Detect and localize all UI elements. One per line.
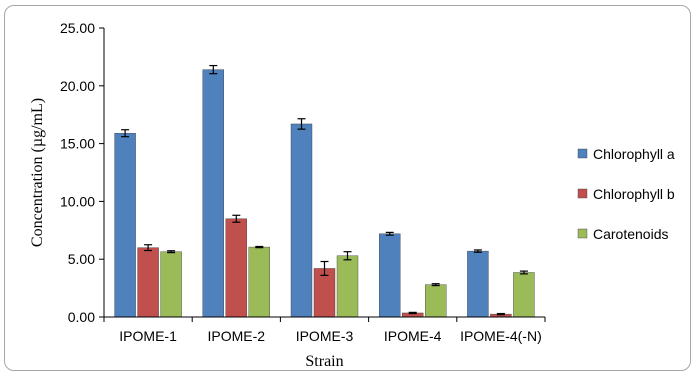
error-bar [519, 270, 528, 275]
error-bar [320, 260, 329, 276]
error-bar [343, 251, 352, 261]
y-tick-label: 20.00 [60, 78, 95, 94]
legend-swatch [577, 228, 588, 239]
bars [114, 64, 535, 318]
legend-label: Chlorophyll a [593, 146, 675, 162]
error-bar [121, 129, 130, 138]
x-axis-title: Strain [305, 353, 343, 370]
error-bar [232, 214, 241, 223]
error-bar [255, 245, 264, 249]
bar-carotenoids [336, 255, 359, 318]
y-tick-label: 5.00 [68, 251, 95, 267]
y-tick-label: 15.00 [60, 136, 95, 152]
x-axis-ticks: IPOME-1 IPOME-2 IPOME-3 IPOME-4 IPOME-4(-N) [103, 317, 546, 344]
legend: Chlorophyll a Chlorophyll b Carotenoids [577, 146, 675, 242]
x-tick-label: IPOME-2 [208, 328, 266, 344]
error-bar [473, 249, 482, 253]
bar-carotenoids [425, 284, 447, 318]
y-tick-label: 10.00 [60, 193, 95, 209]
bar-chlorophyll-b [225, 218, 248, 318]
y-tick-label: 0.00 [68, 309, 95, 325]
error-bar [297, 118, 306, 130]
legend-label: Chlorophyll b [593, 186, 675, 202]
y-axis-title: Concentration (µg/mL) [29, 98, 46, 247]
bar-carotenoids [248, 246, 271, 318]
x-tick-label: IPOME-1 [119, 328, 177, 344]
x-tick-label: IPOME-4(-N) [460, 328, 542, 344]
x-tick-label: IPOME-4 [384, 328, 442, 344]
legend-swatch [577, 148, 588, 159]
x-tick-label: IPOME-3 [296, 328, 354, 344]
error-bar [408, 311, 417, 315]
error-bar [496, 312, 505, 316]
bar-carotenoids [513, 272, 535, 318]
y-axis-ticks: 0.00 5.00 10.00 15.00 20.00 25.00 [60, 20, 104, 325]
error-bar [144, 244, 153, 252]
bar-chlorophyll-b [137, 247, 159, 318]
error-bar [167, 250, 176, 254]
bar-chlorophyll-a [202, 69, 225, 318]
bar-chlorophyll-a [290, 123, 313, 318]
error-bar [385, 231, 394, 236]
error-bar [209, 64, 218, 75]
bar-chlorophyll-a [467, 250, 489, 318]
y-tick-label: 25.00 [60, 20, 95, 36]
bar-chlorophyll-a [114, 132, 136, 318]
error-bar [431, 283, 440, 287]
bar-chlorophyll-a [379, 233, 401, 318]
legend-swatch [577, 188, 588, 199]
legend-label: Carotenoids [593, 226, 669, 242]
bar-carotenoids [160, 251, 182, 318]
